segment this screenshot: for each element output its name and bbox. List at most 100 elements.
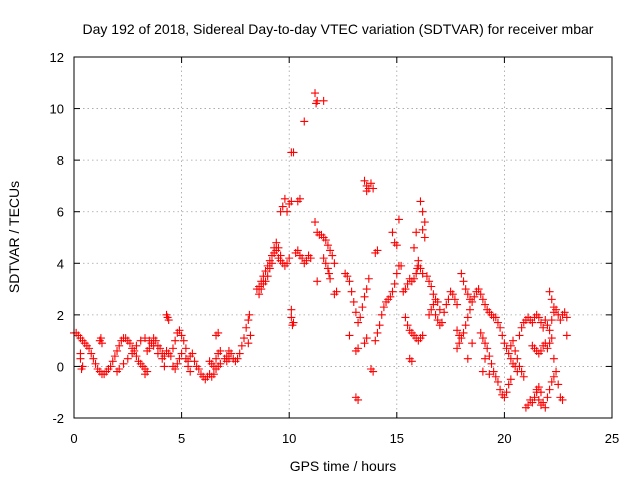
data-point <box>448 290 457 299</box>
data-point <box>246 331 255 340</box>
data-point <box>562 313 571 322</box>
data-point <box>481 339 490 348</box>
data-point <box>422 272 431 281</box>
data-point <box>547 295 556 304</box>
data-point <box>108 357 117 366</box>
data-point <box>543 344 552 353</box>
data-point <box>517 367 526 376</box>
data-point <box>323 241 332 250</box>
data-point <box>509 336 518 345</box>
data-point <box>293 246 302 255</box>
data-point <box>390 279 399 288</box>
x-tick-label: 25 <box>605 431 619 446</box>
data-point <box>123 354 132 363</box>
data-point <box>188 349 197 358</box>
data-point <box>496 385 505 394</box>
data-point <box>536 346 545 355</box>
data-point <box>177 331 186 340</box>
y-tick-label: 2 <box>57 308 64 323</box>
grid <box>74 57 612 418</box>
data-point <box>306 254 315 263</box>
data-point <box>461 321 470 330</box>
y-tick-label: 12 <box>50 50 64 65</box>
data-point <box>532 385 541 394</box>
data-point <box>463 354 472 363</box>
data-point <box>431 310 440 319</box>
data-point <box>212 354 221 363</box>
data-point <box>506 341 515 350</box>
data-point <box>418 269 427 278</box>
data-point <box>515 331 524 340</box>
data-point <box>539 398 548 407</box>
data-point <box>403 279 412 288</box>
data-point <box>321 236 330 245</box>
data-point <box>502 344 511 353</box>
data-point <box>272 238 281 247</box>
data-point <box>287 305 296 314</box>
data-point <box>427 282 436 291</box>
data-point <box>519 372 528 381</box>
data-point <box>326 246 335 255</box>
data-point <box>500 393 509 402</box>
data-point <box>171 365 180 374</box>
data-point <box>91 359 100 368</box>
data-point <box>366 179 375 188</box>
data-point <box>181 344 190 353</box>
data-point <box>345 331 354 340</box>
data-point <box>373 246 382 255</box>
data-point <box>287 313 296 322</box>
data-point <box>360 176 369 185</box>
data-point <box>289 148 298 157</box>
data-point <box>397 261 406 270</box>
x-tick-label: 0 <box>70 431 77 446</box>
data-point <box>358 303 367 312</box>
data-point <box>371 336 380 345</box>
data-point <box>534 395 543 404</box>
data-point <box>261 267 270 276</box>
data-point <box>392 269 401 278</box>
y-axis-title: SDTVAR / TECUs <box>6 181 22 293</box>
data-point <box>476 328 485 337</box>
data-point <box>513 354 522 363</box>
data-point <box>295 194 304 203</box>
data-point <box>453 326 462 335</box>
data-point <box>115 365 124 374</box>
data-point <box>278 202 287 211</box>
data-point <box>481 354 490 363</box>
data-point <box>300 117 309 126</box>
data-point <box>459 328 468 337</box>
data-point <box>166 352 175 361</box>
data-point <box>470 292 479 301</box>
data-point <box>545 385 554 394</box>
x-tick-label: 5 <box>178 431 185 446</box>
data-point <box>485 370 494 379</box>
data-point <box>459 277 468 286</box>
data-point <box>76 354 85 363</box>
data-point <box>478 367 487 376</box>
data-point <box>468 339 477 348</box>
data-point <box>141 370 150 379</box>
data-point <box>498 331 507 340</box>
data-point <box>330 259 339 268</box>
data-point <box>141 334 150 343</box>
data-point <box>493 377 502 386</box>
data-point <box>425 277 434 286</box>
data-point <box>496 323 505 332</box>
data-point <box>549 354 558 363</box>
data-point <box>379 303 388 312</box>
data-point <box>547 377 556 386</box>
data-point <box>369 367 378 376</box>
data-point <box>173 359 182 368</box>
data-point <box>222 357 231 366</box>
data-point <box>186 367 195 376</box>
data-point <box>132 352 141 361</box>
data-point <box>418 331 427 340</box>
data-point <box>280 194 289 203</box>
data-point <box>354 318 363 327</box>
data-point <box>394 215 403 224</box>
data-point <box>545 339 554 348</box>
data-point <box>528 318 537 327</box>
data-point <box>156 344 165 353</box>
data-point <box>323 264 332 273</box>
data-point <box>136 336 145 345</box>
